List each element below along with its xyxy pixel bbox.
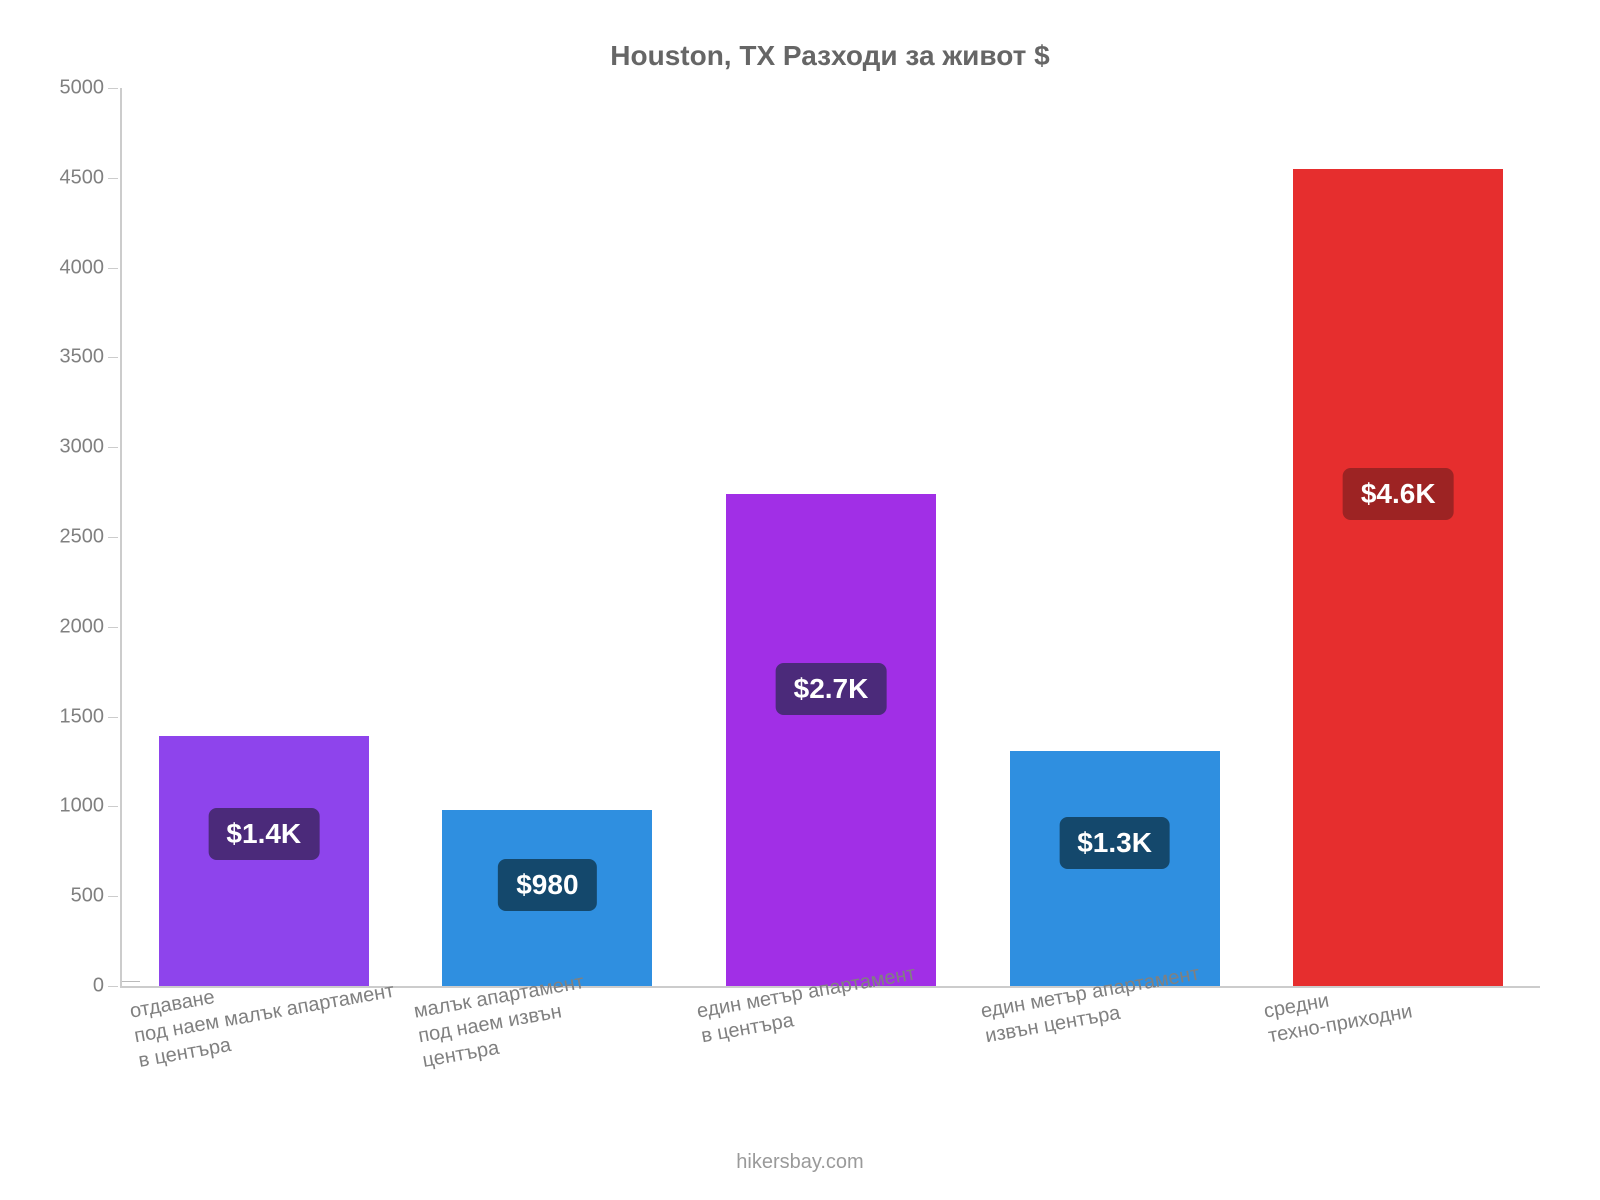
y-tick [108, 627, 118, 628]
y-tick-label: 500 [71, 885, 104, 908]
y-tick [108, 717, 118, 718]
chart-container: Houston, TX Разходи за живот $ $1.4K $980… [0, 0, 1600, 1200]
plot-area: $1.4K$980$2.7K$1.3K$4.6K отдаване под на… [120, 88, 1540, 988]
y-tick [108, 896, 118, 897]
bar-value-badge: $1.3K [1059, 817, 1170, 869]
bar: $4.6K [1293, 169, 1503, 986]
footer-text: hikersbay.com [0, 1151, 1600, 1174]
y-tick [108, 178, 118, 179]
y-tick-label: 1500 [60, 705, 105, 728]
bars-layer: $1.4K $980 $2.7K $1.3K $4.6K [122, 88, 1540, 986]
y-tick [108, 88, 118, 89]
bar: $980 [442, 810, 652, 986]
y-tick [108, 986, 118, 987]
y-tick-label: 0 [93, 975, 104, 998]
y-tick-label: 2000 [60, 615, 105, 638]
y-tick [108, 537, 118, 538]
bar: $1.4K [159, 736, 369, 986]
bar-value-badge: $1.4K [208, 808, 319, 860]
y-tick-label: 5000 [60, 77, 105, 100]
bar-value-badge: $980 [498, 859, 596, 911]
bar-value-badge: $4.6K [1343, 468, 1454, 520]
chart-title: Houston, TX Разходи за живот $ [120, 40, 1540, 72]
x-tick-label: средни техно-приходни [1262, 975, 1414, 1050]
y-tick-label: 2500 [60, 526, 105, 549]
x-axis-labels: отдаване под наем малък апартамент в цен… [122, 986, 1540, 1156]
bar: $1.3K [1010, 751, 1220, 986]
y-tick [108, 357, 118, 358]
y-tick [108, 447, 118, 448]
y-tick-label: 4500 [60, 166, 105, 189]
y-tick-label: 3000 [60, 436, 105, 459]
y-tick-label: 3500 [60, 346, 105, 369]
bar-value-badge: $2.7K [776, 663, 887, 715]
y-tick-label: 4000 [60, 256, 105, 279]
y-tick-label: 1000 [60, 795, 105, 818]
bar: $2.7K [726, 494, 936, 986]
x-tick-label: малък апартамент под наем извън центъра [412, 970, 595, 1074]
y-tick [108, 806, 118, 807]
y-tick [108, 268, 118, 269]
